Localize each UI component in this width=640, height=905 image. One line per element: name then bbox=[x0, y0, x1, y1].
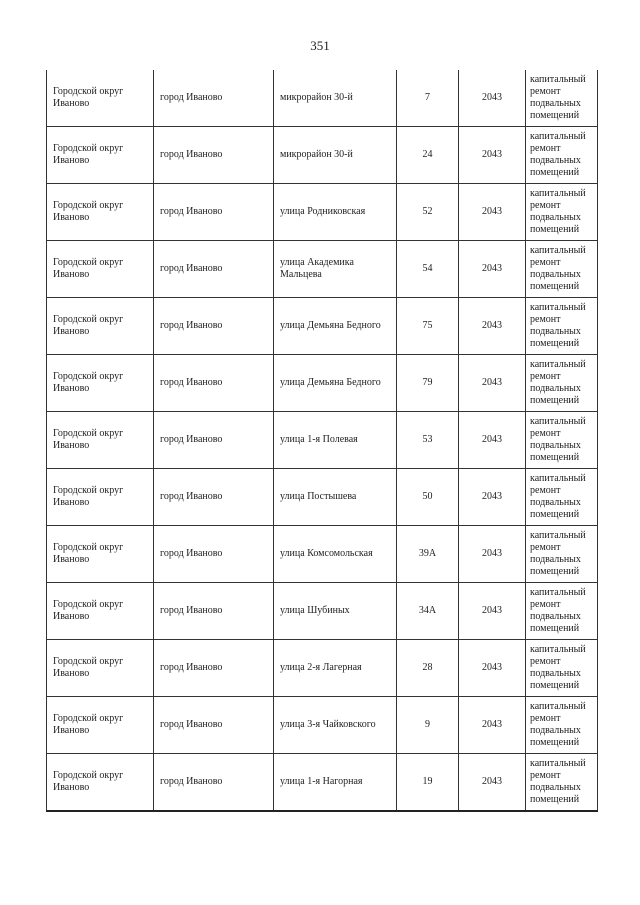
table-body: Городской округ Иваново город Иваново микр… bbox=[46, 70, 598, 812]
table-row: Городской округ Иваново город Иваново улиц… bbox=[46, 525, 598, 583]
table-row: Городской округ Иваново город Иваново улиц… bbox=[46, 354, 598, 412]
year-cell: 2043 bbox=[458, 639, 526, 697]
table-row: Городской округ Иваново город Иваново улиц… bbox=[46, 753, 598, 812]
year-cell: 2043 bbox=[458, 753, 526, 812]
municipality-cell: Городской округ Иваново bbox=[46, 297, 154, 355]
year-cell: 2043 bbox=[458, 70, 526, 127]
table-row: Городской округ Иваново город Иваново улиц… bbox=[46, 411, 598, 469]
table-row: Городской округ Иваново город Иваново улиц… bbox=[46, 639, 598, 697]
settlement-cell: город Иваново bbox=[153, 126, 274, 184]
table-row: Городской округ Иваново город Иваново улиц… bbox=[46, 297, 598, 355]
street-cell: улица 1-я Нагорная bbox=[273, 753, 397, 812]
table-row: Городской округ Иваново город Иваново улиц… bbox=[46, 696, 598, 754]
year-cell: 2043 bbox=[458, 354, 526, 412]
year-cell: 2043 bbox=[458, 126, 526, 184]
year-cell: 2043 bbox=[458, 468, 526, 526]
work-type-cell: капитальный ремонт подвальных помещений bbox=[525, 70, 598, 127]
house-number-cell: 54 bbox=[396, 240, 459, 298]
street-cell: улица 2-я Лагерная bbox=[273, 639, 397, 697]
municipality-cell: Городской округ Иваново bbox=[46, 696, 154, 754]
settlement-cell: город Иваново bbox=[153, 354, 274, 412]
table-row: Городской округ Иваново город Иваново улиц… bbox=[46, 468, 598, 526]
house-number-cell: 75 bbox=[396, 297, 459, 355]
municipality-cell: Городской округ Иваново bbox=[46, 183, 154, 241]
house-number-cell: 34А bbox=[396, 582, 459, 640]
table-row: Городской округ Иваново город Иваново улиц… bbox=[46, 582, 598, 640]
house-number-cell: 52 bbox=[396, 183, 459, 241]
street-cell: улица 1-я Полевая bbox=[273, 411, 397, 469]
table-row: Городской округ Иваново город Иваново улиц… bbox=[46, 240, 598, 298]
street-cell: улица Комсомольская bbox=[273, 525, 397, 583]
house-number-cell: 28 bbox=[396, 639, 459, 697]
street-cell: улица Родниковская bbox=[273, 183, 397, 241]
settlement-cell: город Иваново bbox=[153, 525, 274, 583]
work-type-cell: капитальный ремонт подвальных помещений bbox=[525, 639, 598, 697]
settlement-cell: город Иваново bbox=[153, 582, 274, 640]
municipality-cell: Городской округ Иваново bbox=[46, 411, 154, 469]
house-number-cell: 50 bbox=[396, 468, 459, 526]
settlement-cell: город Иваново bbox=[153, 639, 274, 697]
house-number-cell: 53 bbox=[396, 411, 459, 469]
municipality-cell: Городской округ Иваново bbox=[46, 126, 154, 184]
work-type-cell: капитальный ремонт подвальных помещений bbox=[525, 297, 598, 355]
settlement-cell: город Иваново bbox=[153, 468, 274, 526]
street-cell: микрорайон 30-й bbox=[273, 126, 397, 184]
municipality-cell: Городской округ Иваново bbox=[46, 582, 154, 640]
year-cell: 2043 bbox=[458, 183, 526, 241]
work-type-cell: капитальный ремонт подвальных помещений bbox=[525, 126, 598, 184]
municipality-cell: Городской округ Иваново bbox=[46, 639, 154, 697]
table-row: Городской округ Иваново город Иваново микр… bbox=[46, 126, 598, 184]
street-cell: улица Академика Мальцева bbox=[273, 240, 397, 298]
year-cell: 2043 bbox=[458, 525, 526, 583]
year-cell: 2043 bbox=[458, 696, 526, 754]
municipality-cell: Городской округ Иваново bbox=[46, 240, 154, 298]
municipality-cell: Городской округ Иваново bbox=[46, 525, 154, 583]
work-type-cell: капитальный ремонт подвальных помещений bbox=[525, 240, 598, 298]
street-cell: улица Постышева bbox=[273, 468, 397, 526]
settlement-cell: город Иваново bbox=[153, 696, 274, 754]
repair-schedule-table: Городской округ Иваново город Иваново микр… bbox=[46, 70, 598, 812]
table-row: Городской округ Иваново город Иваново улиц… bbox=[46, 183, 598, 241]
house-number-cell: 24 bbox=[396, 126, 459, 184]
page-number: 351 bbox=[310, 38, 330, 53]
settlement-cell: город Иваново bbox=[153, 70, 274, 127]
municipality-cell: Городской округ Иваново bbox=[46, 468, 154, 526]
house-number-cell: 79 bbox=[396, 354, 459, 412]
year-cell: 2043 bbox=[458, 411, 526, 469]
year-cell: 2043 bbox=[458, 240, 526, 298]
work-type-cell: капитальный ремонт подвальных помещений bbox=[525, 183, 598, 241]
municipality-cell: Городской округ Иваново bbox=[46, 354, 154, 412]
settlement-cell: город Иваново bbox=[153, 240, 274, 298]
municipality-cell: Городской округ Иваново bbox=[46, 753, 154, 812]
street-cell: улица 3-я Чайковского bbox=[273, 696, 397, 754]
work-type-cell: капитальный ремонт подвальных помещений bbox=[525, 354, 598, 412]
municipality-cell: Городской округ Иваново bbox=[46, 70, 154, 127]
street-cell: улица Шубиных bbox=[273, 582, 397, 640]
year-cell: 2043 bbox=[458, 297, 526, 355]
settlement-cell: город Иваново bbox=[153, 297, 274, 355]
street-cell: улица Демьяна Бедного bbox=[273, 297, 397, 355]
house-number-cell: 9 bbox=[396, 696, 459, 754]
house-number-cell: 7 bbox=[396, 70, 459, 127]
work-type-cell: капитальный ремонт подвальных помещений bbox=[525, 468, 598, 526]
year-cell: 2043 bbox=[458, 582, 526, 640]
table-row: Городской округ Иваново город Иваново микр… bbox=[46, 70, 598, 127]
work-type-cell: капитальный ремонт подвальных помещений bbox=[525, 525, 598, 583]
settlement-cell: город Иваново bbox=[153, 183, 274, 241]
street-cell: улица Демьяна Бедного bbox=[273, 354, 397, 412]
work-type-cell: капитальный ремонт подвальных помещений bbox=[525, 753, 598, 812]
work-type-cell: капитальный ремонт подвальных помещений bbox=[525, 582, 598, 640]
settlement-cell: город Иваново bbox=[153, 753, 274, 812]
house-number-cell: 19 bbox=[396, 753, 459, 812]
house-number-cell: 39А bbox=[396, 525, 459, 583]
settlement-cell: город Иваново bbox=[153, 411, 274, 469]
work-type-cell: капитальный ремонт подвальных помещений bbox=[525, 696, 598, 754]
street-cell: микрорайон 30-й bbox=[273, 70, 397, 127]
work-type-cell: капитальный ремонт подвальных помещений bbox=[525, 411, 598, 469]
